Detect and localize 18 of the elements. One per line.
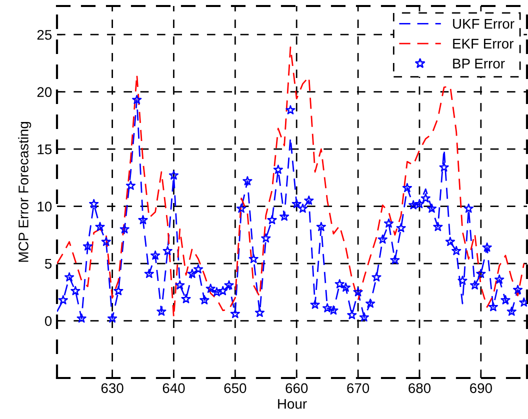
x-tick-label: 690 — [470, 383, 492, 394]
y-tick-label: 20 — [37, 87, 52, 98]
y-tick-label: 25 — [37, 30, 52, 40]
x-axis-title: Hour — [278, 399, 307, 409]
x-tick-label: 650 — [224, 383, 246, 394]
x-tick-label: 640 — [162, 383, 185, 394]
legend-label: UKF Error — [453, 19, 514, 29]
legend-label: EKF Error — [453, 38, 514, 49]
y-tick-label: 15 — [38, 144, 52, 154]
x-tick-label: 670 — [347, 383, 370, 394]
y-tick-label: 10 — [38, 202, 52, 212]
x-tick-label: 680 — [408, 383, 431, 394]
y-tick-label: 0 — [44, 316, 52, 326]
y-tick-label: 5 — [44, 259, 52, 269]
x-tick-label: 630 — [101, 383, 124, 394]
legend-label: BP Error — [453, 58, 505, 68]
y-axis-title: MCP Error Forecasting — [18, 122, 32, 262]
x-tick-label: 660 — [286, 383, 308, 394]
